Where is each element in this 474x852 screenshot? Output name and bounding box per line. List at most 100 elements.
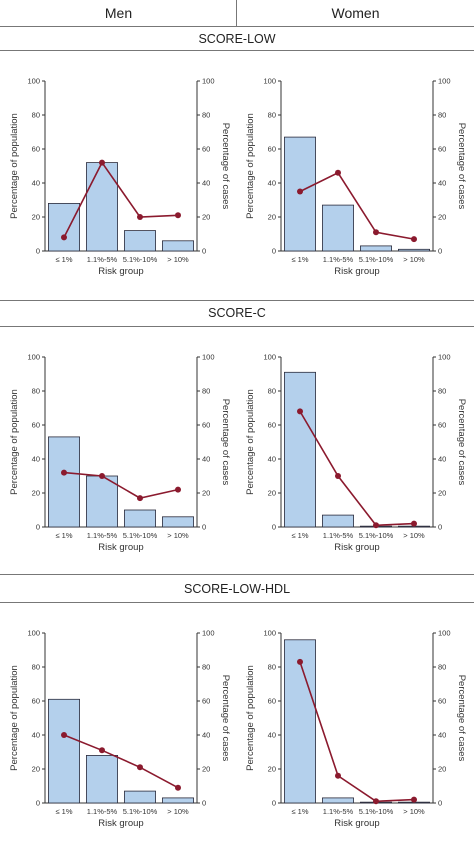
category-label: 1.1%-5% [323,531,354,540]
right-tick-label: 100 [438,629,451,638]
left-tick-label: 80 [268,663,276,672]
column-divider [236,0,237,26]
right-tick-label: 80 [438,387,446,396]
cases-point [411,236,417,243]
y-axis-label-left: Percentage of population [245,113,256,219]
right-tick-label: 80 [202,111,210,120]
x-axis-label: Risk group [334,266,379,277]
left-tick-label: 100 [263,353,276,362]
cases-point [99,159,105,166]
bar [86,475,118,528]
bar [124,230,156,252]
right-tick-label: 80 [438,111,446,120]
left-tick-label: 100 [263,77,276,86]
category-label: ≤ 1% [291,255,308,264]
category-label: 5.1%-10% [359,807,394,816]
left-tick-label: 40 [32,455,40,464]
right-tick-label: 0 [438,523,442,532]
category-label: > 10% [167,255,189,264]
category-label: ≤ 1% [291,807,308,816]
category-label: 5.1%-10% [359,255,394,264]
bar [86,162,118,252]
cases-point [137,214,143,220]
section-rule [0,50,474,51]
x-axis-label: Risk group [98,266,143,277]
right-tick-label: 100 [438,353,451,362]
left-tick-label: 100 [27,353,40,362]
cases-point [137,764,143,771]
left-tick-label: 0 [272,523,276,532]
bar [284,371,316,528]
section-title-score-low: SCORE-LOW [198,32,276,46]
right-tick-label: 60 [438,145,446,154]
left-tick-label: 40 [32,731,40,740]
bar [360,245,392,252]
x-axis-label: Risk group [334,542,379,553]
y-axis-label-right: Percentage of cases [456,123,467,210]
section-title-score-low-hdl: SCORE-LOW-HDL [183,582,291,596]
left-tick-label: 20 [32,489,40,498]
y-axis-label-right: Percentage of cases [220,399,231,486]
bar [162,516,194,528]
y-axis-label-left: Percentage of population [9,389,20,495]
category-label: > 10% [403,255,425,264]
bar [124,509,156,528]
left-tick-label: 80 [268,111,276,120]
category-label: ≤ 1% [291,531,308,540]
left-tick-label: 40 [268,455,276,464]
left-tick-label: 0 [36,799,40,808]
right-tick-label: 20 [202,765,210,774]
cases-point [297,408,303,415]
right-tick-label: 20 [438,489,446,498]
right-tick-label: 20 [438,765,446,774]
right-tick-label: 0 [202,799,206,808]
right-tick-label: 40 [202,455,210,464]
cases-point [61,234,67,241]
right-tick-label: 20 [438,213,446,222]
right-tick-label: 40 [438,731,446,740]
left-tick-label: 0 [36,247,40,256]
section-rule [0,326,474,327]
left-tick-label: 60 [32,145,40,154]
cases-point [297,188,303,195]
chart-score-low-hdl-men: 0 0 20 20 40 40 60 60 80 80 100 100 Percentage of po… [9,629,231,829]
left-tick-label: 60 [268,697,276,706]
right-tick-label: 100 [202,353,215,362]
cases-point [335,772,341,779]
right-tick-label: 0 [438,799,442,808]
bar [86,755,118,804]
cases-point [335,473,341,479]
left-tick-label: 40 [268,731,276,740]
section-rule [0,574,474,575]
cases-point [297,658,303,665]
bar [322,797,354,804]
y-axis-label-left: Percentage of population [245,665,256,771]
right-tick-label: 20 [202,213,210,222]
section-rule [0,602,474,603]
header-rule [0,26,474,27]
right-tick-label: 80 [202,663,210,672]
bar [322,204,354,252]
category-label: ≤ 1% [55,531,72,540]
left-tick-label: 80 [32,663,40,672]
bar [284,639,316,804]
right-tick-label: 60 [202,145,210,154]
chart-score-low-women: 0 0 20 20 40 40 60 60 80 80 100 100 Percentage of po… [245,77,467,277]
category-label: > 10% [167,807,189,816]
right-tick-label: 40 [202,179,210,188]
right-tick-label: 20 [202,489,210,498]
right-tick-label: 60 [438,697,446,706]
x-axis-label: Risk group [98,542,143,553]
left-tick-label: 20 [268,765,276,774]
category-label: 1.1%-5% [87,807,118,816]
right-tick-label: 40 [438,455,446,464]
y-axis-label-right: Percentage of cases [456,399,467,486]
cases-point [373,522,379,529]
left-tick-label: 60 [268,421,276,430]
category-label: 1.1%-5% [323,255,354,264]
cases-point [373,229,379,236]
category-label: > 10% [403,531,425,540]
chart-score-low-men: 0 0 20 20 40 40 60 60 80 80 100 100 Percentage of po… [9,77,231,277]
x-axis-label: Risk group [98,818,143,829]
